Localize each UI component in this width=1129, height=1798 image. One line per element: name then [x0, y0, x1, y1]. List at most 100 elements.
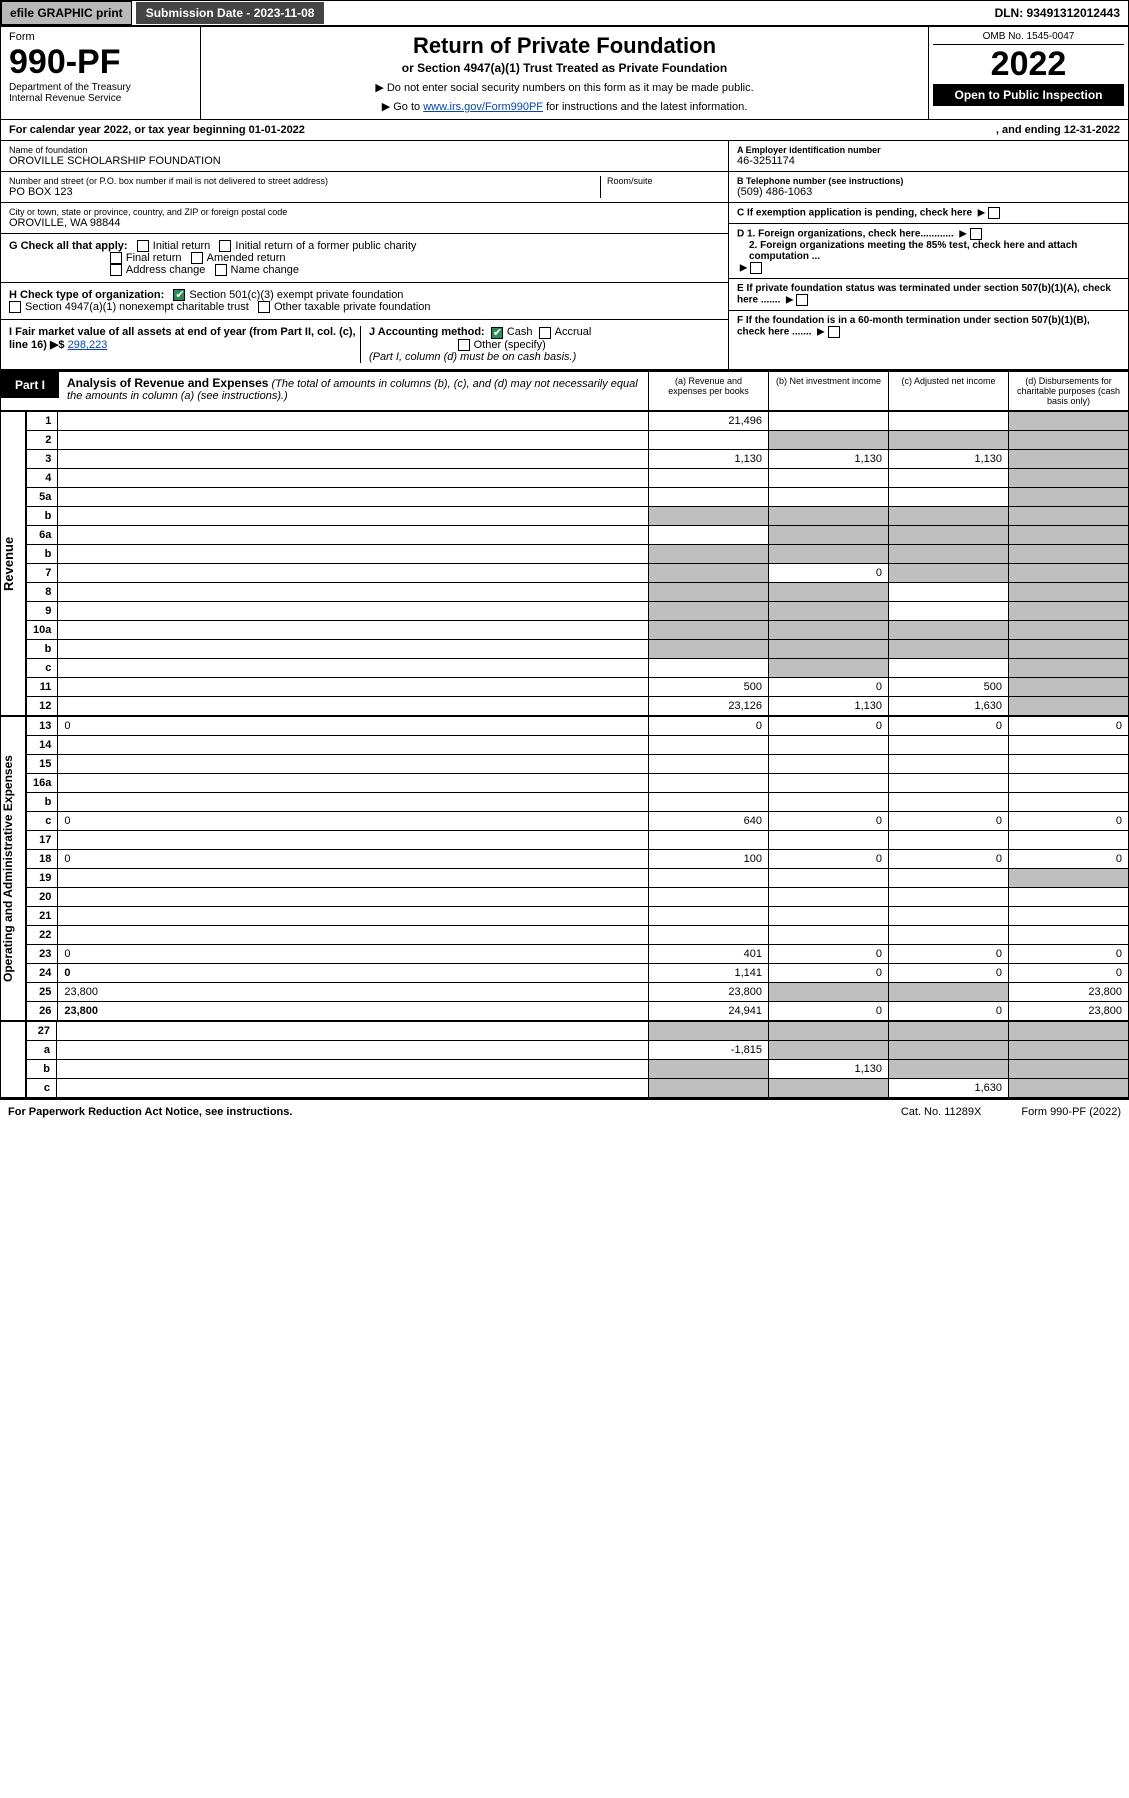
line-row: 12 23,126 1,130 1,630	[27, 696, 1129, 715]
line-row: 6a	[27, 525, 1129, 544]
col-a-val	[649, 887, 769, 906]
col-a-val: 23,126	[649, 696, 769, 715]
col-c-val	[889, 982, 1009, 1001]
col-b-val: 0	[769, 811, 889, 830]
line-desc	[58, 468, 649, 487]
chk-other-method[interactable]	[458, 339, 470, 351]
chk-address[interactable]	[110, 264, 122, 276]
col-b-val	[769, 830, 889, 849]
col-c-val	[889, 620, 1009, 639]
col-d-val	[1009, 639, 1129, 658]
chk-c[interactable]	[988, 207, 1000, 219]
col-b-val	[769, 982, 889, 1001]
col-a-val	[649, 1059, 769, 1078]
chk-other-tax[interactable]	[258, 301, 270, 313]
page-footer: For Paperwork Reduction Act Notice, see …	[0, 1098, 1129, 1124]
line-row: 5a	[27, 487, 1129, 506]
line-num: 20	[27, 887, 58, 906]
part1-title-block: Analysis of Revenue and Expenses (The to…	[59, 372, 648, 406]
col-b-val	[769, 468, 889, 487]
col-c-val: 1,630	[889, 696, 1009, 715]
dept-treasury: Department of the Treasury	[9, 82, 192, 93]
fmv-value-link[interactable]: 298,223	[68, 339, 108, 351]
chk-initial-former[interactable]	[219, 240, 231, 252]
chk-d2[interactable]	[750, 262, 762, 274]
col-d-val	[1009, 1059, 1129, 1078]
col-b-val	[769, 601, 889, 620]
line-desc: 0	[58, 849, 649, 868]
opexp-section: Operating and Administrative Expenses 13…	[0, 716, 1129, 1021]
expenses-table: 13 0 0 0 0 0 14 15 16a b c 0 640	[26, 716, 1129, 1021]
chk-d1[interactable]	[970, 228, 982, 240]
revenue-side-label: Revenue	[0, 411, 26, 716]
chk-e[interactable]	[796, 294, 808, 306]
col-d-val	[1009, 830, 1129, 849]
goto-pre: ▶ Go to	[382, 101, 423, 113]
line-num: 22	[27, 925, 58, 944]
efile-topbar: efile GRAPHIC print Submission Date - 20…	[0, 0, 1129, 26]
col-a-val	[649, 601, 769, 620]
chk-final[interactable]	[110, 252, 122, 264]
irs-link[interactable]: www.irs.gov/Form990PF	[423, 101, 543, 113]
col-a-val	[649, 754, 769, 773]
line-desc	[57, 1040, 649, 1059]
line-desc	[58, 430, 649, 449]
line-num: 4	[27, 468, 58, 487]
col-b-val	[769, 430, 889, 449]
col-d-val	[1009, 468, 1129, 487]
col-d-val	[1009, 735, 1129, 754]
g-address: Address change	[126, 264, 206, 276]
line-num: 26	[27, 1001, 58, 1020]
subtract-table: 27 a -1,815 b 1,130 c 1,630	[26, 1021, 1129, 1098]
part1-title: Analysis of Revenue and Expenses	[67, 376, 268, 390]
line-desc	[58, 582, 649, 601]
city-value: OROVILLE, WA 98844	[9, 217, 720, 229]
col-b-val	[769, 754, 889, 773]
col-c-val	[889, 506, 1009, 525]
chk-cash[interactable]	[491, 327, 503, 339]
col-b-val	[769, 1040, 889, 1059]
efile-print-button[interactable]: efile GRAPHIC print	[1, 1, 132, 25]
chk-amended[interactable]	[191, 252, 203, 264]
revenue-section: Revenue 1 21,496 2 3 1,130 1,130 1,130 4…	[0, 411, 1129, 716]
col-c-val: 0	[889, 1001, 1009, 1020]
chk-namechg[interactable]	[215, 264, 227, 276]
line-desc	[58, 544, 649, 563]
line-num: 7	[27, 563, 58, 582]
chk-f[interactable]	[828, 326, 840, 338]
d1-label: D 1. Foreign organizations, check here..…	[737, 229, 954, 240]
col-c-val	[889, 1040, 1009, 1059]
col-c-val	[889, 830, 1009, 849]
col-c-header: (c) Adjusted net income	[888, 372, 1008, 410]
line-desc	[58, 563, 649, 582]
line-row: 22	[27, 925, 1129, 944]
chk-501c3[interactable]	[173, 289, 185, 301]
col-b-val	[769, 773, 889, 792]
line-row: 20	[27, 887, 1129, 906]
col-d-val: 0	[1009, 849, 1129, 868]
col-d-val	[1009, 1021, 1129, 1040]
line-num: c	[27, 1078, 57, 1097]
address-label: Number and street (or P.O. box number if…	[9, 176, 600, 186]
chk-4947[interactable]	[9, 301, 21, 313]
col-c-val	[889, 906, 1009, 925]
col-d-val	[1009, 411, 1129, 430]
line-row: a -1,815	[27, 1040, 1129, 1059]
line-row: c	[27, 658, 1129, 677]
col-d-val	[1009, 525, 1129, 544]
col-c-val: 0	[889, 944, 1009, 963]
col-b-val: 0	[769, 677, 889, 696]
line-desc	[57, 1021, 649, 1040]
i-arrow: ▶$	[50, 339, 65, 351]
col-d-val	[1009, 506, 1129, 525]
col-c-val	[889, 601, 1009, 620]
col-b-val	[769, 658, 889, 677]
chk-initial[interactable]	[137, 240, 149, 252]
col-b-val	[769, 506, 889, 525]
line-num: b	[27, 506, 58, 525]
line-row: 21	[27, 906, 1129, 925]
col-c-val	[889, 525, 1009, 544]
line-num: 9	[27, 601, 58, 620]
chk-accrual[interactable]	[539, 327, 551, 339]
col-d-val	[1009, 696, 1129, 715]
